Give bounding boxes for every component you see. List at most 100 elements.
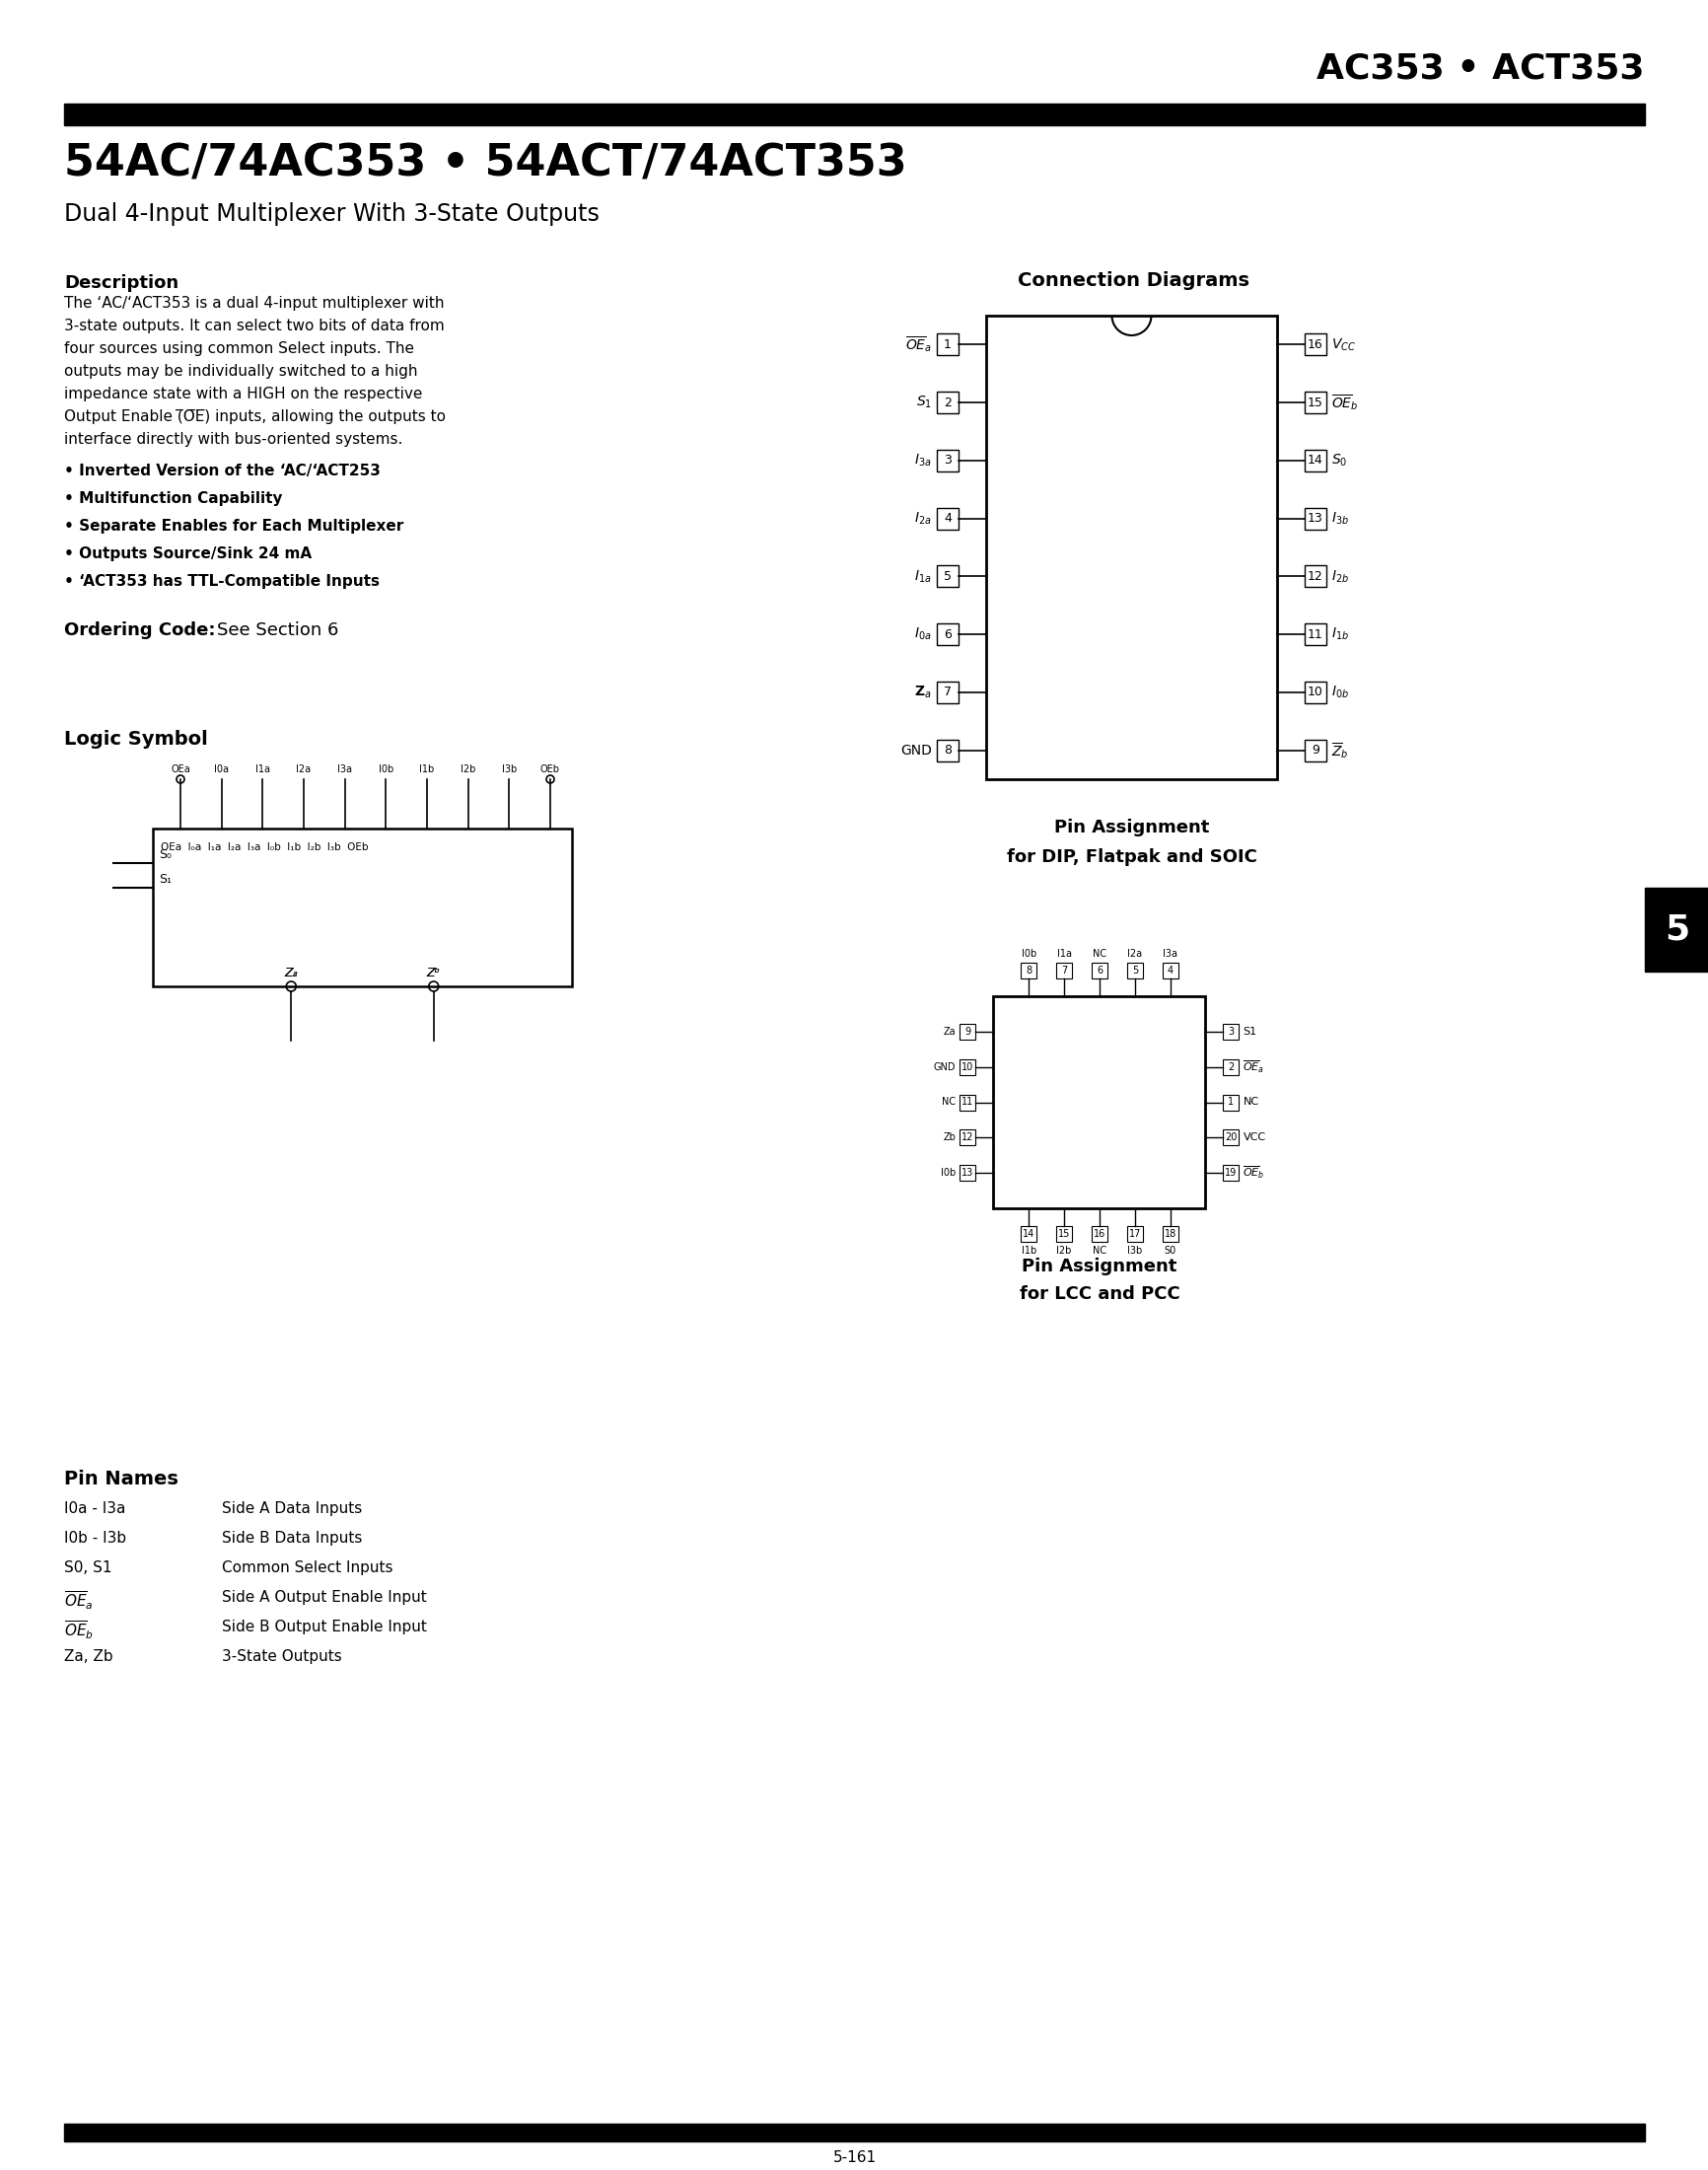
Text: I1b: I1b bbox=[1021, 1246, 1035, 1256]
Text: Zₐ: Zₐ bbox=[284, 966, 297, 979]
Text: I0b: I0b bbox=[1021, 948, 1035, 959]
Bar bbox=[1223, 1059, 1238, 1074]
Bar bbox=[1020, 1226, 1037, 1241]
Text: 3-state outputs. It can select two bits of data from: 3-state outputs. It can select two bits … bbox=[65, 319, 444, 334]
Bar bbox=[960, 1059, 975, 1074]
Text: $I_{3b}$: $I_{3b}$ bbox=[1331, 510, 1348, 527]
Bar bbox=[1126, 1226, 1143, 1241]
Bar bbox=[1303, 566, 1325, 588]
Text: 9: 9 bbox=[965, 1026, 970, 1037]
Bar bbox=[1303, 449, 1325, 471]
Text: $I_{0b}$: $I_{0b}$ bbox=[1331, 684, 1348, 701]
Text: Za, Zb: Za, Zb bbox=[65, 1649, 113, 1664]
Text: 10: 10 bbox=[962, 1061, 974, 1072]
Text: 20: 20 bbox=[1225, 1133, 1237, 1144]
Text: I2a: I2a bbox=[295, 764, 311, 775]
Bar bbox=[936, 393, 958, 414]
Text: $S_0$: $S_0$ bbox=[1331, 451, 1346, 469]
Text: $I_{1a}$: $I_{1a}$ bbox=[914, 569, 931, 584]
Text: 9: 9 bbox=[1310, 744, 1319, 757]
Text: $I_{2a}$: $I_{2a}$ bbox=[914, 510, 931, 527]
Text: 18: 18 bbox=[1163, 1228, 1175, 1239]
Bar bbox=[1303, 508, 1325, 529]
Text: $I_{0a}$: $I_{0a}$ bbox=[914, 627, 931, 642]
Text: 2: 2 bbox=[1228, 1061, 1233, 1072]
Text: See Section 6: See Section 6 bbox=[217, 621, 338, 640]
Text: GND: GND bbox=[933, 1061, 955, 1072]
Bar bbox=[936, 449, 958, 471]
Text: S₁: S₁ bbox=[159, 872, 171, 885]
Text: NC: NC bbox=[1242, 1098, 1259, 1107]
Text: Side A Output Enable Input: Side A Output Enable Input bbox=[222, 1591, 427, 1606]
Bar bbox=[960, 1131, 975, 1146]
Text: I0a - I3a: I0a - I3a bbox=[65, 1502, 125, 1517]
Text: $I_{3a}$: $I_{3a}$ bbox=[914, 451, 931, 469]
Bar bbox=[1091, 1226, 1107, 1241]
Text: Zᵇ: Zᵇ bbox=[427, 966, 441, 979]
Bar bbox=[1161, 1226, 1177, 1241]
Text: I1b: I1b bbox=[418, 764, 434, 775]
Bar bbox=[1303, 740, 1325, 762]
Text: I2b: I2b bbox=[459, 764, 475, 775]
Text: 3: 3 bbox=[943, 454, 951, 467]
Text: 19: 19 bbox=[1225, 1167, 1237, 1178]
Text: $S_1$: $S_1$ bbox=[915, 395, 931, 410]
Text: 13: 13 bbox=[1307, 512, 1322, 525]
Text: Ordering Code:: Ordering Code: bbox=[65, 621, 215, 640]
Text: 3: 3 bbox=[1228, 1026, 1233, 1037]
Text: 10: 10 bbox=[1307, 686, 1322, 699]
Text: $\overline{OE}_b$: $\overline{OE}_b$ bbox=[65, 1619, 94, 1643]
Text: $\overline{OE}_b$: $\overline{OE}_b$ bbox=[1331, 393, 1358, 412]
Text: $V_{CC}$: $V_{CC}$ bbox=[1331, 336, 1354, 354]
Text: 6: 6 bbox=[943, 627, 951, 640]
Text: • Separate Enables for Each Multiplexer: • Separate Enables for Each Multiplexer bbox=[65, 519, 403, 534]
Bar bbox=[936, 334, 958, 356]
Text: S₀: S₀ bbox=[159, 848, 171, 861]
Text: NC: NC bbox=[1091, 1246, 1105, 1256]
Text: Pin Assignment: Pin Assignment bbox=[1021, 1259, 1177, 1276]
Text: 2: 2 bbox=[943, 397, 951, 408]
Text: I0b - I3b: I0b - I3b bbox=[65, 1530, 126, 1545]
Text: I0b: I0b bbox=[941, 1167, 955, 1178]
Text: $\overline{OE}_b$: $\overline{OE}_b$ bbox=[1242, 1165, 1264, 1180]
Text: S1: S1 bbox=[1242, 1026, 1257, 1037]
Text: • Outputs Source/Sink 24 mA: • Outputs Source/Sink 24 mA bbox=[65, 547, 311, 562]
Text: 16: 16 bbox=[1093, 1228, 1105, 1239]
Text: Z₂: Z₂ bbox=[284, 966, 297, 979]
Text: $\overline{Z}_b$: $\overline{Z}_b$ bbox=[1331, 740, 1348, 759]
Text: The ‘AC/‘ACT353 is a dual 4-input multiplexer with: The ‘AC/‘ACT353 is a dual 4-input multip… bbox=[65, 295, 444, 310]
Text: 12: 12 bbox=[962, 1133, 974, 1144]
Text: I3b: I3b bbox=[502, 764, 516, 775]
Text: $\mathbf{Z}_a$: $\mathbf{Z}_a$ bbox=[914, 684, 931, 701]
Bar bbox=[1020, 963, 1037, 979]
Bar bbox=[960, 1094, 975, 1111]
Text: 14: 14 bbox=[1307, 454, 1322, 467]
Bar bbox=[1056, 1226, 1071, 1241]
Text: 5-161: 5-161 bbox=[832, 2150, 876, 2166]
Text: AC353 • ACT353: AC353 • ACT353 bbox=[1317, 52, 1643, 85]
Text: 5: 5 bbox=[943, 571, 951, 584]
Text: 6: 6 bbox=[1097, 966, 1102, 976]
Text: Side A Data Inputs: Side A Data Inputs bbox=[222, 1502, 362, 1517]
Bar bbox=[152, 829, 572, 987]
Text: 13: 13 bbox=[962, 1167, 974, 1178]
Text: 4: 4 bbox=[943, 512, 951, 525]
Text: OEa: OEa bbox=[171, 764, 190, 775]
Text: Za: Za bbox=[943, 1026, 955, 1037]
Text: I3b: I3b bbox=[1127, 1246, 1141, 1256]
Bar bbox=[1223, 1131, 1238, 1146]
Text: GND: GND bbox=[900, 744, 931, 757]
Bar bbox=[992, 996, 1204, 1209]
Text: • Multifunction Capability: • Multifunction Capability bbox=[65, 490, 282, 506]
Text: I1a: I1a bbox=[254, 764, 270, 775]
Bar bbox=[1161, 963, 1177, 979]
Text: 17: 17 bbox=[1127, 1228, 1141, 1239]
Text: NC: NC bbox=[941, 1098, 955, 1107]
Text: 14: 14 bbox=[1023, 1228, 1035, 1239]
Text: Common Select Inputs: Common Select Inputs bbox=[222, 1560, 393, 1575]
Text: S0: S0 bbox=[1163, 1246, 1175, 1256]
Text: $\overline{OE}_a$: $\overline{OE}_a$ bbox=[65, 1591, 94, 1612]
Text: interface directly with bus-oriented systems.: interface directly with bus-oriented sys… bbox=[65, 432, 403, 447]
Text: Logic Symbol: Logic Symbol bbox=[65, 729, 208, 749]
Text: four sources using common Select inputs. The: four sources using common Select inputs.… bbox=[65, 341, 413, 356]
